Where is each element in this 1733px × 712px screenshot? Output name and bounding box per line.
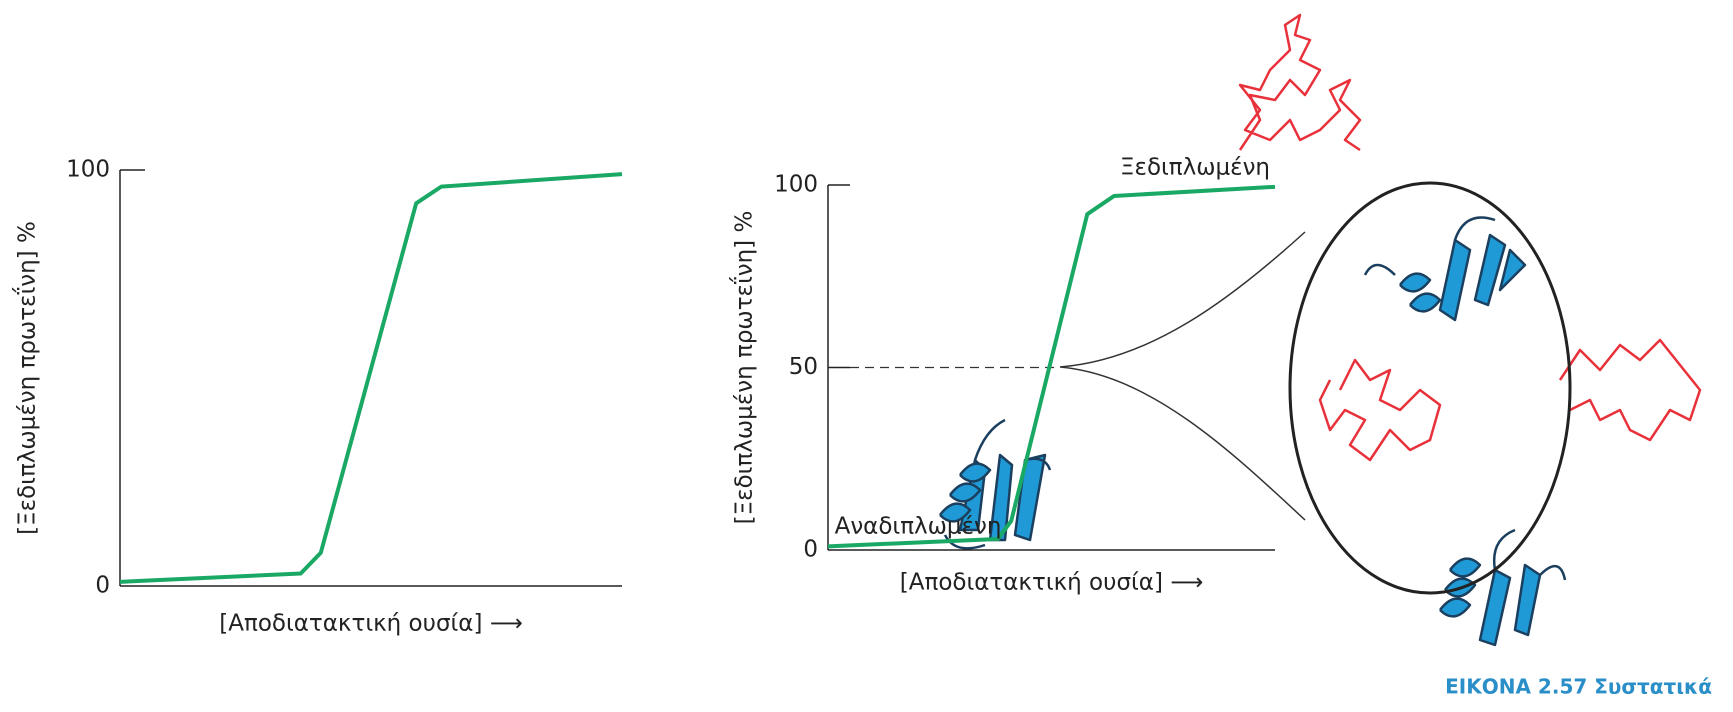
y-axis-label: [Ξεδιπλωμένη πρωτεΐνη] %: [729, 211, 758, 525]
y-tick-label: 100: [66, 157, 110, 183]
caption: ΕΙΚΟΝΑ 2.57 Συστατικά: [1445, 675, 1712, 699]
x-axis-label: [Αποδιατακτική ουσία] ⟶: [219, 611, 522, 637]
y-tick-label: 50: [789, 354, 818, 380]
data-line: [827, 184, 1276, 549]
unfolded-protein-top: [1238, 13, 1362, 152]
annotation: Ξεδιπλωμένη: [1120, 155, 1270, 181]
x-axis-label: [Αποδιατακτική ουσία] ⟶: [900, 570, 1203, 596]
annotation: Αναδιπλωμένη: [835, 514, 1002, 540]
y-tick-label: 0: [95, 573, 110, 599]
folded-protein-left: [939, 418, 1052, 550]
ensemble: [1318, 216, 1702, 647]
data-line: [119, 172, 623, 584]
y-tick-label: 100: [774, 172, 818, 198]
y-tick-label: 0: [803, 537, 818, 563]
connector: [1059, 231, 1306, 521]
y-axis-label: [Ξεδιπλωμένη πρωτεΐνη] %: [12, 221, 41, 535]
ensemble-ellipse: [1288, 181, 1572, 595]
